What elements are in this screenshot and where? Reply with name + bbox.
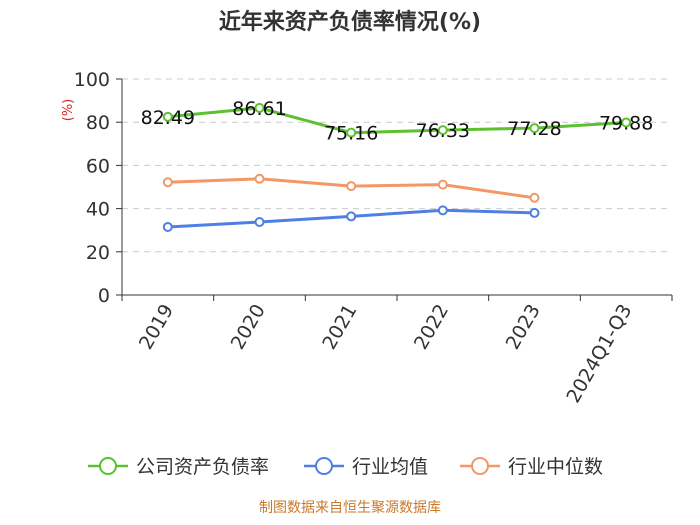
data-label: 82.49 <box>141 107 195 129</box>
series-2-point <box>437 179 448 190</box>
series-1-point <box>437 205 448 216</box>
series-0-point <box>529 123 540 134</box>
data-label: 86.61 <box>232 98 286 120</box>
axes <box>116 78 673 301</box>
legend-item: 公司资产负债率 <box>88 456 269 478</box>
x-tick-label: 2022 <box>410 301 453 354</box>
series-1-point <box>254 216 265 227</box>
data-labels: 82.49 86.61 75.16 76.33 77.28 79.88 <box>141 98 654 145</box>
legend-marker <box>315 457 333 475</box>
legend-label: 行业均值 <box>352 456 428 478</box>
x-tick-label: 2019 <box>135 301 178 354</box>
legend-marker <box>99 457 117 475</box>
y-tick-labels: 0 20 40 60 80 100 <box>74 69 110 307</box>
legend-marker <box>471 457 489 475</box>
data-label: 75.16 <box>324 123 378 145</box>
legend: 公司资产负债率 行业均值 行业中位数 <box>88 456 603 478</box>
series-1-point <box>529 207 540 218</box>
series-2-point <box>529 192 540 203</box>
y-tick-label: 20 <box>86 242 110 264</box>
series-layer <box>162 102 632 232</box>
legend-item: 行业中位数 <box>460 456 603 478</box>
x-tick-labels: 2019 2020 2021 2022 2023 2024Q1-Q3 <box>135 301 637 407</box>
y-tick-label: 40 <box>86 199 110 221</box>
x-tick-label: 2020 <box>227 301 270 354</box>
series-1-point <box>162 221 173 232</box>
series-0-point <box>162 111 173 122</box>
x-tick-label: 2024Q1-Q3 <box>562 301 636 407</box>
grid-lines <box>122 78 672 253</box>
y-tick-label: 60 <box>86 155 110 177</box>
y-axis-label: (%) <box>61 99 76 122</box>
series-line-0 <box>167 106 627 135</box>
chart-title: 近年来资产负债率情况(%) <box>219 9 481 35</box>
series-0-point <box>254 102 265 113</box>
legend-label: 公司资产负债率 <box>136 456 269 478</box>
x-tick-label: 2023 <box>502 301 545 354</box>
source-note: 制图数据来自恒生聚源数据库 <box>259 500 441 516</box>
y-tick-label: 100 <box>74 69 110 91</box>
series-2-point <box>254 173 265 184</box>
y-tick-label: 80 <box>86 112 110 134</box>
data-label: 79.88 <box>599 112 653 134</box>
legend-label: 行业中位数 <box>508 456 603 478</box>
x-tick-label: 2021 <box>318 301 361 354</box>
y-tick-label: 0 <box>98 285 110 307</box>
legend-item: 行业均值 <box>304 456 428 478</box>
series-0-point <box>346 127 357 138</box>
series-2-point <box>346 181 357 192</box>
series-2-point <box>162 177 173 188</box>
series-1-point <box>346 211 357 222</box>
data-label: 77.28 <box>507 118 561 140</box>
series-0-point <box>437 125 448 136</box>
data-label: 76.33 <box>416 120 470 142</box>
series-0-point <box>621 117 632 128</box>
